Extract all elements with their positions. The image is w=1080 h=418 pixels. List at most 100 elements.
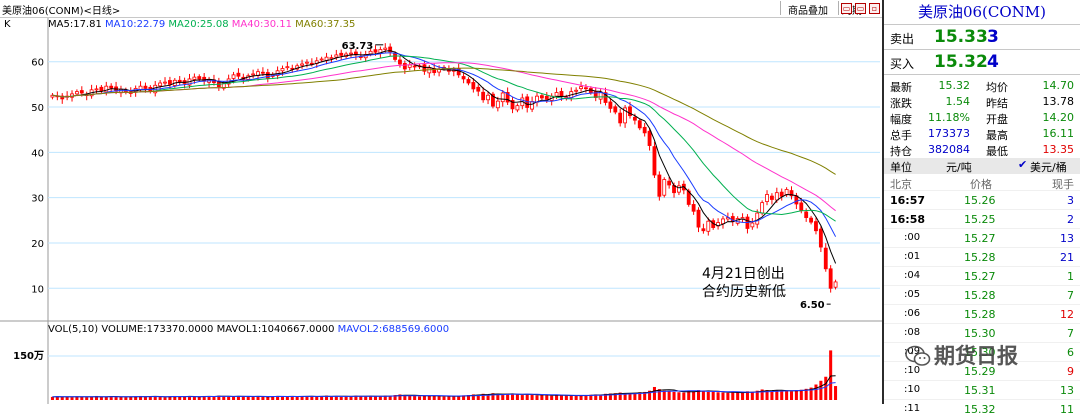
candle-body <box>50 94 55 98</box>
buy-row: 买入 15.32 4 <box>884 50 1080 74</box>
tick-time: 16:57 <box>890 194 926 207</box>
candle-body <box>197 76 202 80</box>
minimize-icon[interactable]: ▭ <box>855 3 866 14</box>
check-icon[interactable]: ✔ <box>1018 158 1028 171</box>
candle-body <box>466 79 471 84</box>
candle-body <box>730 216 735 223</box>
tick-price: 15.30 <box>964 346 996 359</box>
volume-bar <box>471 394 475 400</box>
candle-body <box>628 106 632 117</box>
stat-value: 173373 <box>928 127 970 140</box>
divider <box>884 74 1080 75</box>
volume-bar <box>290 396 294 400</box>
chart-panel[interactable]: 美原油06(CONM)<日线> 商品叠加 周期 K MA5:17.81 MA10:… <box>0 0 882 404</box>
tick-price: 15.31 <box>964 384 996 397</box>
volume-bar <box>535 395 539 400</box>
tick-time: :05 <box>904 289 921 300</box>
tick-qty: 13 <box>1060 232 1074 245</box>
candle-body <box>75 91 79 95</box>
tick-qty: 3 <box>1067 194 1074 207</box>
ticks-list: 16:57 15.26 3 16:58 15.25 2:00 15.27 13:01 15.28… <box>884 190 1080 418</box>
volume-bar <box>90 396 94 400</box>
candle-body <box>814 221 818 232</box>
alt-unit-toggle[interactable]: 美元/桶 <box>1030 161 1067 174</box>
volume-legend-item: MAVOL1:1040667.0000 <box>216 324 338 335</box>
restore-icon[interactable]: ▭ <box>841 3 852 14</box>
candle-body <box>290 67 295 70</box>
volume-bar <box>824 376 828 400</box>
tick-qty: 21 <box>1060 251 1074 264</box>
candle-body <box>794 195 799 205</box>
volume-bar <box>829 350 833 400</box>
period-button[interactable]: 周期 <box>842 6 862 17</box>
volume-bar <box>163 397 167 400</box>
stat-value: 11.18% <box>928 111 970 124</box>
quote-panel: 美原油06(CONM) 卖出 15.33 3 买入 15.32 4 最新 15.3… <box>882 0 1080 416</box>
volume-bar <box>682 392 686 400</box>
ma-legend-item: MA20:25.08 <box>168 19 232 30</box>
candle-body <box>270 74 275 77</box>
volume-bar <box>418 396 422 400</box>
candle-body <box>182 80 187 84</box>
tick-price: 15.30 <box>964 327 996 340</box>
candle-body <box>398 59 402 65</box>
volume-bar <box>114 396 118 400</box>
ma10-line <box>52 52 837 237</box>
candle-body <box>383 47 388 50</box>
volume-bar <box>701 390 705 400</box>
volume-bar <box>447 395 451 400</box>
volume-bar <box>819 380 823 400</box>
volume-bar <box>393 395 397 400</box>
tick-price: 15.27 <box>964 270 996 283</box>
volume-bar <box>437 396 441 400</box>
tick-row: :00 15.27 13 <box>884 228 1080 247</box>
volume-bar <box>187 396 192 400</box>
volume-bar <box>794 390 798 400</box>
volume-bar <box>227 396 231 400</box>
volume-axis-label: 150万 <box>13 350 44 362</box>
candle-body <box>432 68 437 73</box>
low-price-label: 6.50 <box>800 300 825 311</box>
volume-bar <box>799 389 803 400</box>
candle-body <box>637 120 642 129</box>
volume-bar <box>496 394 500 400</box>
volume-bar <box>667 391 671 400</box>
candle-body <box>760 202 765 214</box>
candle-body <box>809 217 813 223</box>
stats-row: 涨跌 1.54 昨结 13.78 <box>884 94 1080 110</box>
sell-qty: 3 <box>987 27 999 47</box>
volume-bar <box>530 394 534 400</box>
candle-body <box>745 216 750 229</box>
annotation-line1: 4月21日创出 <box>702 266 785 282</box>
tick-time: :04 <box>904 270 921 281</box>
volume-bar <box>721 392 725 400</box>
ma-legend-item: MA5:17.81 <box>48 19 106 30</box>
candle-body <box>216 81 221 88</box>
ma-legend-item: MA40:30.11 <box>231 19 296 30</box>
candle-body <box>256 71 260 76</box>
volume-bar <box>692 391 696 400</box>
volume-bar <box>236 396 240 400</box>
candle-body <box>491 93 495 107</box>
candle-body <box>505 92 510 103</box>
candle-body <box>535 95 539 103</box>
volume-bar <box>687 390 691 400</box>
tick-price: 15.27 <box>964 232 996 245</box>
overlay-button[interactable]: 商品叠加 <box>788 6 828 17</box>
stat-value: 13.78 <box>1042 95 1075 108</box>
stat-value: 382084 <box>928 143 970 156</box>
candle-body <box>456 68 461 76</box>
candle-body <box>55 95 60 98</box>
stat-value: 1.54 <box>945 95 971 108</box>
volume-bar <box>755 390 759 400</box>
volume-bar <box>501 395 505 400</box>
volume-bar <box>457 395 461 400</box>
close-icon[interactable]: ▫ <box>869 3 880 14</box>
volume-bar <box>212 396 216 400</box>
volume-bar <box>716 392 720 400</box>
candle-body <box>461 76 466 80</box>
volume-bar <box>320 396 324 400</box>
candle-body <box>417 65 422 68</box>
candle-body <box>593 91 598 98</box>
